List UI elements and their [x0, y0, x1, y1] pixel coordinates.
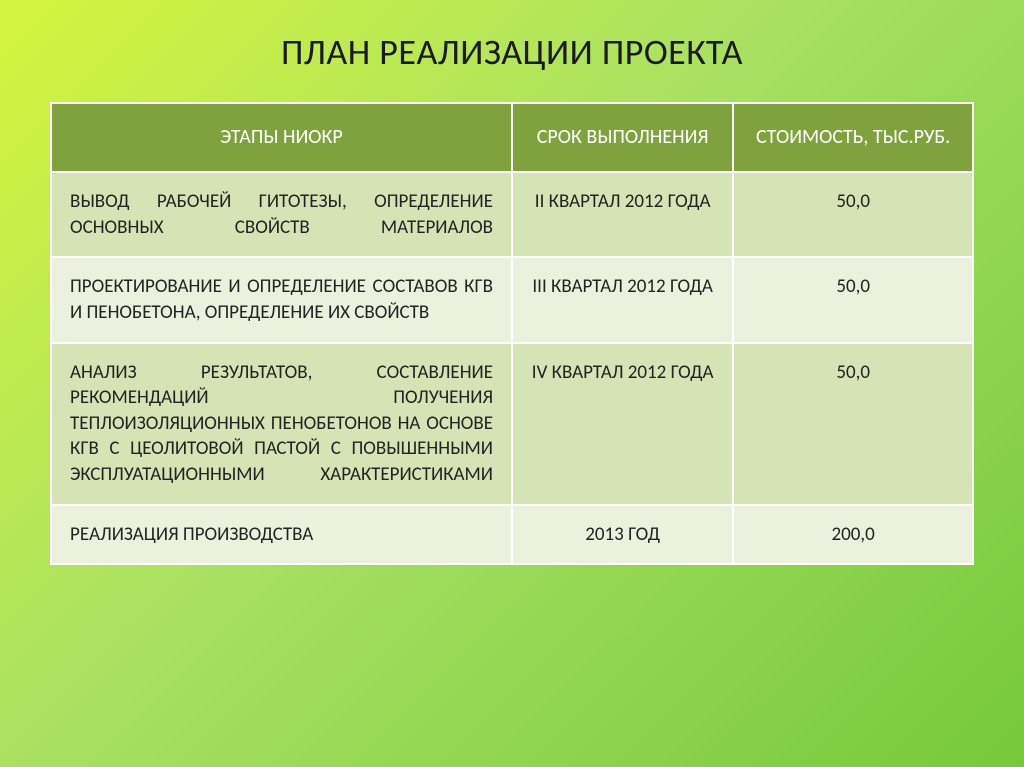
table-row: АНАЛИЗ РЕЗУЛЬТАТОВ, СОСТАВЛЕНИЕ РЕКОМЕНД… [51, 343, 973, 505]
plan-table: ЭТАПЫ НИОКР СРОК ВЫПОЛНЕНИЯ СТОИМОСТЬ, Т… [50, 102, 974, 565]
cell-cost: 50,0 [733, 172, 973, 257]
cell-cost: 50,0 [733, 257, 973, 342]
cell-stage: ПРОЕКТИРОВАНИЕ И ОПРЕДЕЛЕНИЕ СОСТАВОВ КГ… [51, 257, 512, 342]
cell-cost: 200,0 [733, 505, 973, 565]
table-row: ПРОЕКТИРОВАНИЕ И ОПРЕДЕЛЕНИЕ СОСТАВОВ КГ… [51, 257, 973, 342]
col-header-term: СРОК ВЫПОЛНЕНИЯ [512, 103, 733, 172]
cell-term: III КВАРТАЛ 2012 ГОДА [512, 257, 733, 342]
col-header-cost: СТОИМОСТЬ, ТЫС.РУБ. [733, 103, 973, 172]
cell-term: II КВАРТАЛ 2012 ГОДА [512, 172, 733, 257]
cell-term: IV КВАРТАЛ 2012 ГОДА [512, 343, 733, 505]
table-row: ВЫВОД РАБОЧЕЙ ГИТОТЕЗЫ, ОПРЕДЕЛЕНИЕ ОСНО… [51, 172, 973, 257]
table-row: РЕАЛИЗАЦИЯ ПРОИЗВОДСТВА2013 ГОД200,0 [51, 505, 973, 565]
cell-cost: 50,0 [733, 343, 973, 505]
table-body: ВЫВОД РАБОЧЕЙ ГИТОТЕЗЫ, ОПРЕДЕЛЕНИЕ ОСНО… [51, 172, 973, 564]
cell-stage: ВЫВОД РАБОЧЕЙ ГИТОТЕЗЫ, ОПРЕДЕЛЕНИЕ ОСНО… [51, 172, 512, 257]
col-header-stage: ЭТАПЫ НИОКР [51, 103, 512, 172]
table-header-row: ЭТАПЫ НИОКР СРОК ВЫПОЛНЕНИЯ СТОИМОСТЬ, Т… [51, 103, 973, 172]
cell-stage: РЕАЛИЗАЦИЯ ПРОИЗВОДСТВА [51, 505, 512, 565]
cell-term: 2013 ГОД [512, 505, 733, 565]
cell-stage: АНАЛИЗ РЕЗУЛЬТАТОВ, СОСТАВЛЕНИЕ РЕКОМЕНД… [51, 343, 512, 505]
page-title: ПЛАН РЕАЛИЗАЦИИ ПРОЕКТА [50, 30, 974, 74]
